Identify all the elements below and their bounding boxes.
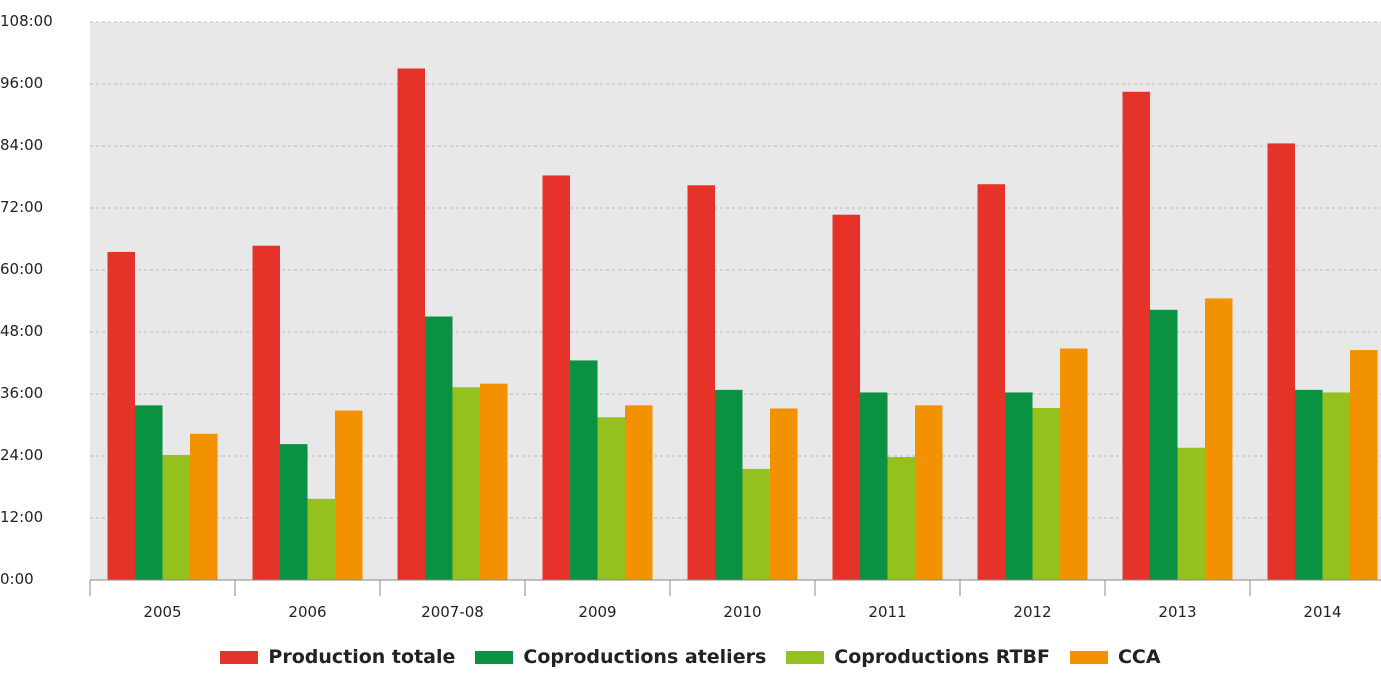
bar xyxy=(687,185,715,580)
legend-item: Production totale xyxy=(220,646,455,668)
bar xyxy=(715,389,743,580)
y-tick-label: 36:00 xyxy=(0,384,43,402)
bar xyxy=(770,408,798,580)
bar xyxy=(1122,91,1150,580)
bar xyxy=(1205,298,1233,580)
bar xyxy=(625,405,653,580)
bar xyxy=(190,433,218,580)
x-axis: 2005 2006 2007-08 2009 2010 2011 2012 2013 2014 xyxy=(89,579,1381,621)
bar xyxy=(1267,143,1295,580)
y-tick-label: 96:00 xyxy=(0,74,43,92)
bar xyxy=(977,184,1005,580)
legend-label: Coproductions ateliers xyxy=(523,646,767,668)
bar xyxy=(452,387,480,580)
legend-item: Coproductions ateliers xyxy=(475,646,766,668)
legend-swatch xyxy=(220,650,259,664)
x-tick-label: 2013 xyxy=(1158,603,1196,621)
bar xyxy=(570,360,598,580)
y-tick-label: 0:00 xyxy=(0,570,34,588)
bar xyxy=(280,444,308,580)
bar xyxy=(397,68,425,580)
bar xyxy=(915,405,943,580)
bar xyxy=(1322,392,1350,580)
x-tick-label: 2014 xyxy=(1303,603,1341,621)
bar xyxy=(480,383,508,580)
bar xyxy=(425,316,453,580)
legend-swatch xyxy=(1069,650,1108,664)
legend-item: Coproductions RTBF xyxy=(786,646,1050,668)
legend: Production totale Coproductions ateliers C… xyxy=(0,646,1381,668)
legend-label: Coproductions RTBF xyxy=(834,646,1050,668)
bar xyxy=(1177,447,1205,580)
bar xyxy=(335,410,363,580)
bars xyxy=(107,68,1378,580)
legend-swatch xyxy=(786,650,825,664)
bar xyxy=(1350,350,1378,580)
legend-swatch xyxy=(475,650,514,664)
bar xyxy=(307,498,335,580)
bar xyxy=(832,214,860,580)
x-tick-label: 2006 xyxy=(288,603,326,621)
y-tick-label: 108:00 xyxy=(0,12,53,30)
legend-label: CCA xyxy=(1117,646,1161,668)
bar xyxy=(1150,309,1178,580)
y-tick-label: 12:00 xyxy=(0,508,43,526)
bar xyxy=(542,175,570,580)
bar xyxy=(860,392,888,580)
bar xyxy=(1005,392,1033,580)
bar xyxy=(1060,348,1088,580)
bar xyxy=(887,457,915,580)
x-tick-label: 2009 xyxy=(578,603,616,621)
bar xyxy=(597,417,625,580)
x-tick-label: 2011 xyxy=(868,603,906,621)
bar xyxy=(162,454,190,580)
y-tick-label: 72:00 xyxy=(0,198,43,216)
legend-item: CCA xyxy=(1069,646,1161,668)
y-tick-label: 60:00 xyxy=(0,260,43,278)
bar xyxy=(252,245,280,580)
y-tick-label: 84:00 xyxy=(0,136,43,154)
y-axis-ticks: 0:00 12:00 24:00 36:00 48:00 60:00 72:00 84:00 9… xyxy=(0,12,53,588)
x-tick-label: 2005 xyxy=(143,603,181,621)
x-tick-label: 2007-08 xyxy=(421,603,484,621)
bar xyxy=(1032,407,1060,580)
x-tick-label: 2010 xyxy=(723,603,761,621)
bar xyxy=(135,405,163,580)
legend-label: Production totale xyxy=(268,646,456,668)
bar xyxy=(107,251,135,580)
bar-chart: 0:00 12:00 24:00 36:00 48:00 60:00 72:00 84:00 9… xyxy=(0,12,1381,621)
bar xyxy=(1295,389,1323,580)
x-tick-label: 2012 xyxy=(1013,603,1051,621)
y-tick-label: 48:00 xyxy=(0,322,43,340)
bar xyxy=(742,468,770,580)
y-tick-label: 24:00 xyxy=(0,446,43,464)
